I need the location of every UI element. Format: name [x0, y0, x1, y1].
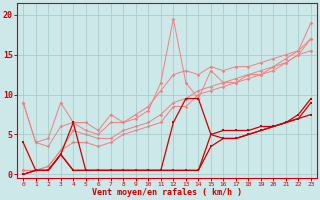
X-axis label: Vent moyen/en rafales ( km/h ): Vent moyen/en rafales ( km/h ): [92, 188, 242, 197]
